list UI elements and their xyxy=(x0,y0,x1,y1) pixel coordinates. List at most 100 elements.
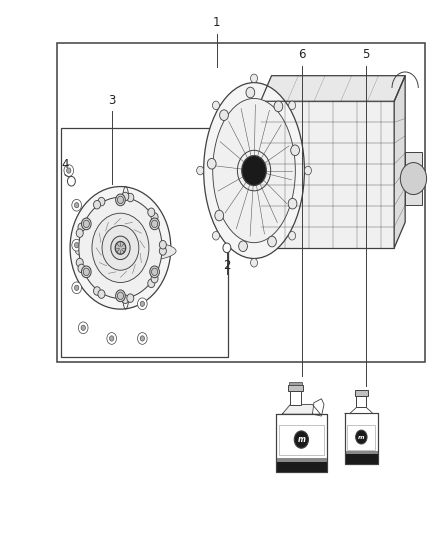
Text: 5: 5 xyxy=(362,49,369,61)
Circle shape xyxy=(251,259,258,267)
Circle shape xyxy=(117,292,124,300)
Circle shape xyxy=(127,193,134,202)
Ellipse shape xyxy=(75,240,176,262)
Circle shape xyxy=(111,236,130,260)
Circle shape xyxy=(74,243,79,248)
Circle shape xyxy=(159,240,166,249)
Bar xyxy=(276,414,326,472)
Bar xyxy=(357,395,366,407)
Circle shape xyxy=(116,194,125,206)
Bar xyxy=(290,391,301,405)
Bar xyxy=(57,43,425,362)
Circle shape xyxy=(79,197,162,298)
Circle shape xyxy=(138,333,147,344)
Circle shape xyxy=(138,298,147,310)
Bar xyxy=(279,425,324,455)
Circle shape xyxy=(288,198,297,209)
Circle shape xyxy=(110,336,114,341)
Circle shape xyxy=(76,229,83,237)
Polygon shape xyxy=(345,407,378,414)
Circle shape xyxy=(81,266,91,278)
Circle shape xyxy=(304,166,311,175)
Circle shape xyxy=(67,176,75,186)
Circle shape xyxy=(107,333,117,344)
Bar xyxy=(261,101,394,248)
Circle shape xyxy=(207,158,216,169)
Ellipse shape xyxy=(204,83,304,259)
Circle shape xyxy=(274,101,283,112)
Circle shape xyxy=(400,163,427,195)
Polygon shape xyxy=(312,399,324,416)
Bar xyxy=(288,385,304,391)
Circle shape xyxy=(148,279,155,288)
Circle shape xyxy=(148,208,155,216)
Circle shape xyxy=(356,430,367,444)
Ellipse shape xyxy=(213,99,295,243)
Circle shape xyxy=(98,290,105,298)
Circle shape xyxy=(140,336,145,341)
Circle shape xyxy=(150,218,159,230)
Circle shape xyxy=(289,231,296,240)
Circle shape xyxy=(72,199,81,211)
Circle shape xyxy=(78,264,85,273)
Circle shape xyxy=(115,241,126,254)
Circle shape xyxy=(152,220,158,228)
Circle shape xyxy=(94,200,101,209)
Circle shape xyxy=(140,301,145,306)
Circle shape xyxy=(72,282,81,294)
Circle shape xyxy=(159,247,166,255)
Bar xyxy=(347,425,375,450)
Bar xyxy=(345,414,378,464)
Bar xyxy=(345,451,378,455)
Circle shape xyxy=(72,239,81,251)
Polygon shape xyxy=(261,76,405,101)
Circle shape xyxy=(83,268,89,276)
Circle shape xyxy=(102,225,139,270)
Circle shape xyxy=(81,325,85,330)
Circle shape xyxy=(242,156,266,185)
Bar xyxy=(289,383,302,385)
Circle shape xyxy=(117,196,124,204)
Circle shape xyxy=(219,110,228,120)
Circle shape xyxy=(127,294,134,302)
Circle shape xyxy=(289,101,296,110)
Text: m: m xyxy=(358,434,364,440)
Bar xyxy=(345,455,378,464)
Circle shape xyxy=(81,218,91,230)
Circle shape xyxy=(223,243,231,253)
Polygon shape xyxy=(261,116,279,233)
Circle shape xyxy=(70,187,171,309)
Circle shape xyxy=(67,168,71,173)
Circle shape xyxy=(291,145,300,156)
Circle shape xyxy=(197,166,204,175)
Circle shape xyxy=(78,223,85,231)
Circle shape xyxy=(92,213,149,282)
Circle shape xyxy=(74,203,79,208)
Polygon shape xyxy=(394,76,405,248)
Bar xyxy=(405,152,422,205)
Bar xyxy=(276,462,326,472)
Bar xyxy=(355,390,368,395)
Circle shape xyxy=(122,295,129,303)
Bar xyxy=(61,128,228,357)
Circle shape xyxy=(94,287,101,295)
Text: 2: 2 xyxy=(223,259,231,272)
Circle shape xyxy=(116,290,125,302)
Circle shape xyxy=(212,101,219,110)
Circle shape xyxy=(122,192,129,201)
Bar xyxy=(276,458,326,462)
Circle shape xyxy=(215,210,224,221)
Text: 1: 1 xyxy=(213,17,221,29)
Text: m: m xyxy=(297,435,305,444)
Circle shape xyxy=(239,241,247,252)
Circle shape xyxy=(212,231,219,240)
Circle shape xyxy=(294,431,308,448)
Text: 3: 3 xyxy=(108,94,115,107)
Circle shape xyxy=(152,268,158,276)
Polygon shape xyxy=(282,405,321,414)
Circle shape xyxy=(150,266,159,278)
Circle shape xyxy=(246,87,255,98)
Circle shape xyxy=(98,197,105,206)
Circle shape xyxy=(76,259,83,267)
Text: 6: 6 xyxy=(298,49,306,61)
